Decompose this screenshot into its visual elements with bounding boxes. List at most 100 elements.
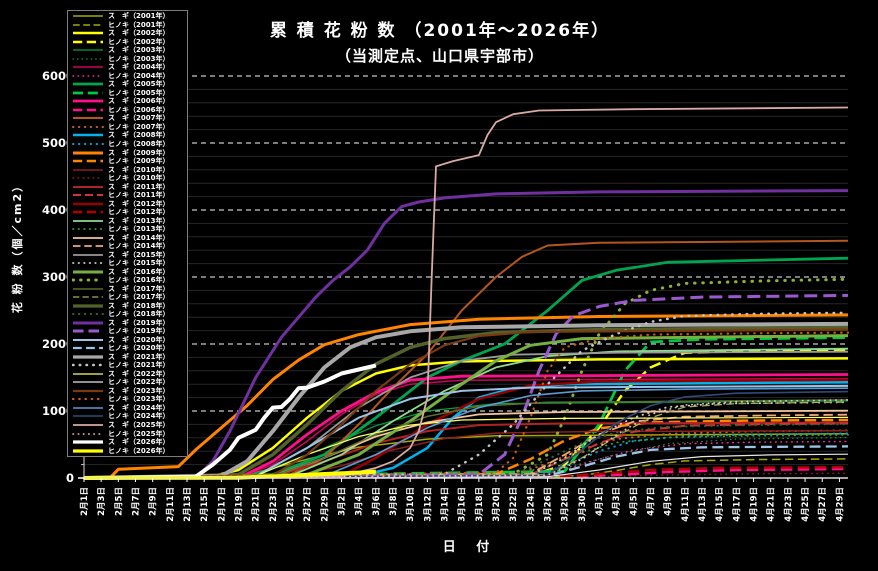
legend-item: ヒノキ（2006年） — [68, 106, 187, 115]
legend-item: ス ギ（2004年） — [68, 63, 187, 72]
legend-item: ス ギ（2022年） — [68, 370, 187, 379]
legend-line-sample — [73, 424, 103, 426]
series-line — [83, 321, 849, 480]
legend-label: ヒノキ（2014年） — [108, 242, 170, 251]
x-tick-label: 2月3日 — [97, 487, 107, 516]
legend-line-sample — [73, 329, 103, 333]
legend-label: ヒノキ（2022年） — [108, 378, 170, 387]
legend-line-sample — [72, 142, 104, 145]
legend-line-sample — [73, 407, 103, 409]
series-line — [83, 384, 849, 479]
legend-item: ヒノキ（2026年） — [68, 446, 187, 455]
legend-line-sample — [73, 91, 103, 95]
legend-item: ヒノキ（2017年） — [68, 293, 187, 302]
legend-line-sample — [73, 151, 103, 154]
legend-label: ス ギ（2008年） — [108, 131, 170, 140]
legend-item: ヒノキ（2013年） — [68, 225, 187, 234]
y-tick-label: 2000 — [42, 337, 74, 351]
x-tick-label: 4月5日 — [629, 487, 639, 516]
legend-label: ヒノキ（2016年） — [108, 276, 170, 285]
legend-label: ヒノキ（2021年） — [108, 361, 170, 370]
legend-line-sample — [72, 432, 104, 435]
x-tick-label: 3月14日 — [441, 487, 451, 522]
legend-label: ヒノキ（2019年） — [108, 327, 170, 336]
x-tick-label: 3月26日 — [544, 487, 554, 522]
chart-title: 累 積 花 粉 数 （2001年～2026年） — [269, 21, 611, 41]
legend-line-sample — [73, 194, 103, 197]
legend-line-sample — [73, 373, 103, 375]
x-tick-label: 2月23日 — [269, 487, 279, 522]
series-line — [84, 189, 849, 480]
x-tick-label: 3月18日 — [475, 487, 485, 522]
legend-line-sample — [73, 49, 103, 51]
legend-label: ヒノキ（2023年） — [108, 395, 170, 404]
legend-line-sample — [73, 321, 103, 325]
legend-label: ス ギ（2005年） — [108, 80, 170, 89]
legend-line-sample — [73, 202, 103, 205]
x-tick-label: 4月25日 — [801, 487, 811, 522]
legend-item: ヒノキ（2025年） — [68, 429, 187, 438]
series-line — [84, 373, 849, 480]
series-line — [83, 423, 849, 479]
legend-item: ス ギ（2009年） — [68, 148, 187, 157]
legend-label: ス ギ（2018年） — [108, 301, 170, 310]
legend-line-sample — [72, 313, 104, 316]
legend-line-sample — [73, 15, 103, 17]
legend-line-sample — [73, 355, 103, 359]
legend-label: ス ギ（2010年） — [108, 165, 170, 174]
x-tick-label: 4月27日 — [818, 487, 828, 522]
legend-label: ヒノキ（2026年） — [108, 446, 170, 455]
legend-label: ス ギ（2003年） — [108, 46, 170, 55]
series-line — [83, 465, 849, 480]
x-tick-label: 2月5日 — [114, 487, 124, 516]
legend-label: ス ギ（2001年） — [108, 12, 170, 21]
legend-label: ス ギ（2017年） — [108, 284, 170, 293]
x-tick-label: 3月10日 — [406, 487, 416, 522]
legend-item: ヒノキ（2014年） — [68, 242, 187, 251]
legend-line-sample — [72, 58, 104, 60]
legend-line-sample — [73, 134, 103, 137]
legend-item: ヒノキ（2001年） — [68, 21, 187, 30]
legend-line-sample — [73, 66, 103, 69]
legend-item: ヒノキ（2019年） — [68, 327, 187, 336]
legend-item: ス ギ（2017年） — [68, 285, 187, 294]
legend-label: ス ギ（2002年） — [108, 29, 170, 38]
legend-line-sample — [73, 236, 103, 239]
series-line — [83, 293, 849, 480]
x-tick-label: 2月25日 — [286, 487, 296, 522]
legend-label: ス ギ（2026年） — [108, 438, 170, 447]
legend-item: ヒノキ（2010年） — [68, 174, 187, 183]
legend-item: ヒノキ（2022年） — [68, 378, 187, 387]
legend-line-sample — [72, 262, 104, 265]
legend-item: ヒノキ（2009年） — [68, 157, 187, 166]
series-line — [83, 336, 849, 480]
legend-label: ス ギ（2011年） — [108, 182, 170, 191]
legend-line-sample — [73, 381, 103, 384]
series-line — [83, 416, 849, 479]
series-line — [83, 380, 849, 480]
legend-line-sample — [73, 288, 103, 290]
x-tick-label: 4月9日 — [664, 487, 674, 516]
legend-item: ヒノキ（2012年） — [68, 208, 187, 217]
x-tick-label: 3月8日 — [389, 487, 399, 516]
x-tick-label: 4月19日 — [750, 487, 760, 522]
legend-line-sample — [73, 270, 103, 274]
x-tick-label: 2月27日 — [303, 487, 313, 522]
x-tick-label: 3月6日 — [372, 487, 382, 516]
legend-label: ス ギ（2016年） — [108, 267, 170, 276]
x-tick-label: 4月17日 — [732, 487, 742, 522]
legend-label: ス ギ（2015年） — [108, 250, 170, 259]
legend-label: ス ギ（2024年） — [108, 403, 170, 412]
title-block: 累 積 花 粉 数 （2001年～2026年） （当測定点、山口県宇部市） — [120, 16, 760, 66]
legend-line-sample — [72, 278, 104, 282]
legend-item: ス ギ（2011年） — [68, 182, 187, 191]
legend-label: ス ギ（2014年） — [108, 233, 170, 242]
legend-line-sample — [73, 304, 103, 308]
legend-line-sample — [72, 364, 104, 367]
y-axis-title: 花 粉 数（個／cm2） — [11, 178, 24, 314]
legend-item: ヒノキ（2002年） — [68, 38, 187, 47]
legend-line-sample — [73, 338, 103, 341]
series-line — [83, 401, 849, 479]
legend-line-sample — [72, 398, 104, 401]
